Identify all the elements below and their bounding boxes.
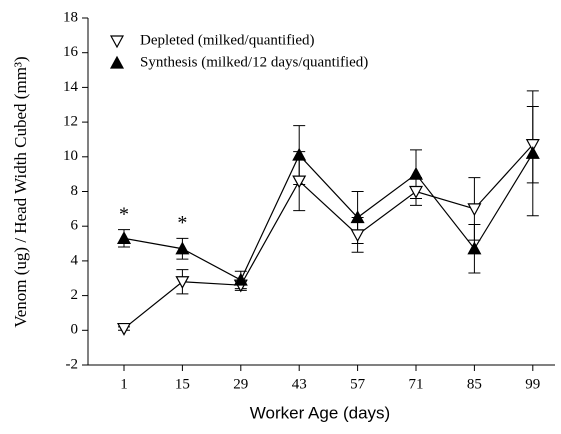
y-tick-label: 16 — [63, 44, 79, 60]
x-tick-label: 99 — [525, 376, 540, 392]
y-tick-label: 6 — [71, 218, 79, 234]
marker — [408, 166, 424, 180]
y-tick-label: -2 — [66, 356, 79, 372]
x-tick-label: 29 — [233, 376, 248, 392]
annotation: * — [119, 203, 129, 225]
series-line — [123, 153, 534, 281]
marker — [233, 272, 248, 286]
y-tick-label: 0 — [71, 322, 79, 338]
marker — [467, 203, 482, 217]
marker — [175, 241, 190, 255]
marker — [350, 210, 365, 224]
y-tick-label: 4 — [71, 252, 79, 268]
x-tick-label: 85 — [467, 376, 482, 392]
marker — [109, 55, 125, 69]
y-axis-label: Venom (ug) / Head Width Cubed (mm³) — [11, 56, 30, 327]
marker — [116, 322, 132, 336]
marker — [116, 231, 132, 244]
marker — [408, 185, 424, 199]
marker — [525, 146, 540, 159]
y-tick-label: 12 — [63, 114, 78, 130]
marker — [109, 35, 125, 49]
y-tick-label: 10 — [63, 148, 78, 164]
marker — [467, 241, 482, 255]
marker — [175, 276, 190, 289]
y-tick-label: 18 — [63, 9, 78, 25]
marker — [525, 139, 540, 152]
y-tick-label: 2 — [71, 287, 79, 303]
x-tick-label: 15 — [175, 376, 190, 392]
y-tick-label: 14 — [63, 79, 79, 95]
y-tick-label: 8 — [71, 183, 79, 199]
annotation: * — [177, 212, 187, 234]
x-tick-label: 57 — [350, 376, 366, 392]
legend-label: Synthesis (milked/12 days/quantified) — [140, 54, 368, 70]
x-tick-label: 43 — [292, 376, 307, 392]
x-tick-label: 71 — [409, 376, 424, 392]
legend-label: Depleted (milked/quantified) — [140, 32, 315, 48]
series-line — [123, 144, 534, 330]
x-axis-label: Worker Age (days) — [250, 403, 390, 422]
x-tick-label: 1 — [120, 376, 128, 392]
marker — [292, 147, 307, 161]
marker — [292, 175, 307, 189]
marker — [350, 229, 365, 243]
